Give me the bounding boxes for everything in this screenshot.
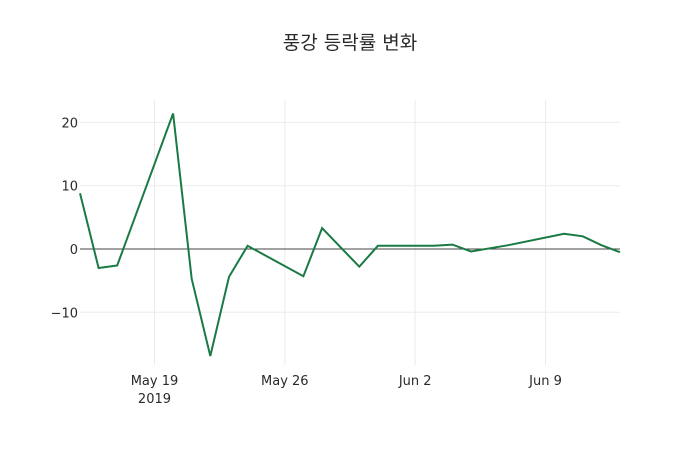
x-tick-label: May 26 bbox=[261, 374, 309, 389]
data-series bbox=[79, 113, 621, 357]
x-tick-label: Jun 9 bbox=[528, 374, 562, 389]
y-tick-label: 20 bbox=[61, 116, 78, 131]
y-tick-label: 10 bbox=[61, 180, 78, 195]
x-tick-label: Jun 2 bbox=[398, 374, 432, 389]
series-line bbox=[79, 113, 621, 357]
gridlines bbox=[80, 100, 620, 365]
x-axis-ticks: May 19 2019 May 26 Jun 2 Jun 9 bbox=[131, 374, 562, 407]
y-axis-ticks: −10 0 10 20 bbox=[51, 116, 78, 321]
x-tick-label: 2019 bbox=[138, 392, 171, 407]
y-tick-label: 0 bbox=[70, 243, 78, 258]
x-tick-label: May 19 bbox=[131, 374, 179, 389]
y-tick-label: −10 bbox=[51, 306, 78, 321]
chart-title: 풍강 등락률 변화 bbox=[282, 32, 418, 54]
